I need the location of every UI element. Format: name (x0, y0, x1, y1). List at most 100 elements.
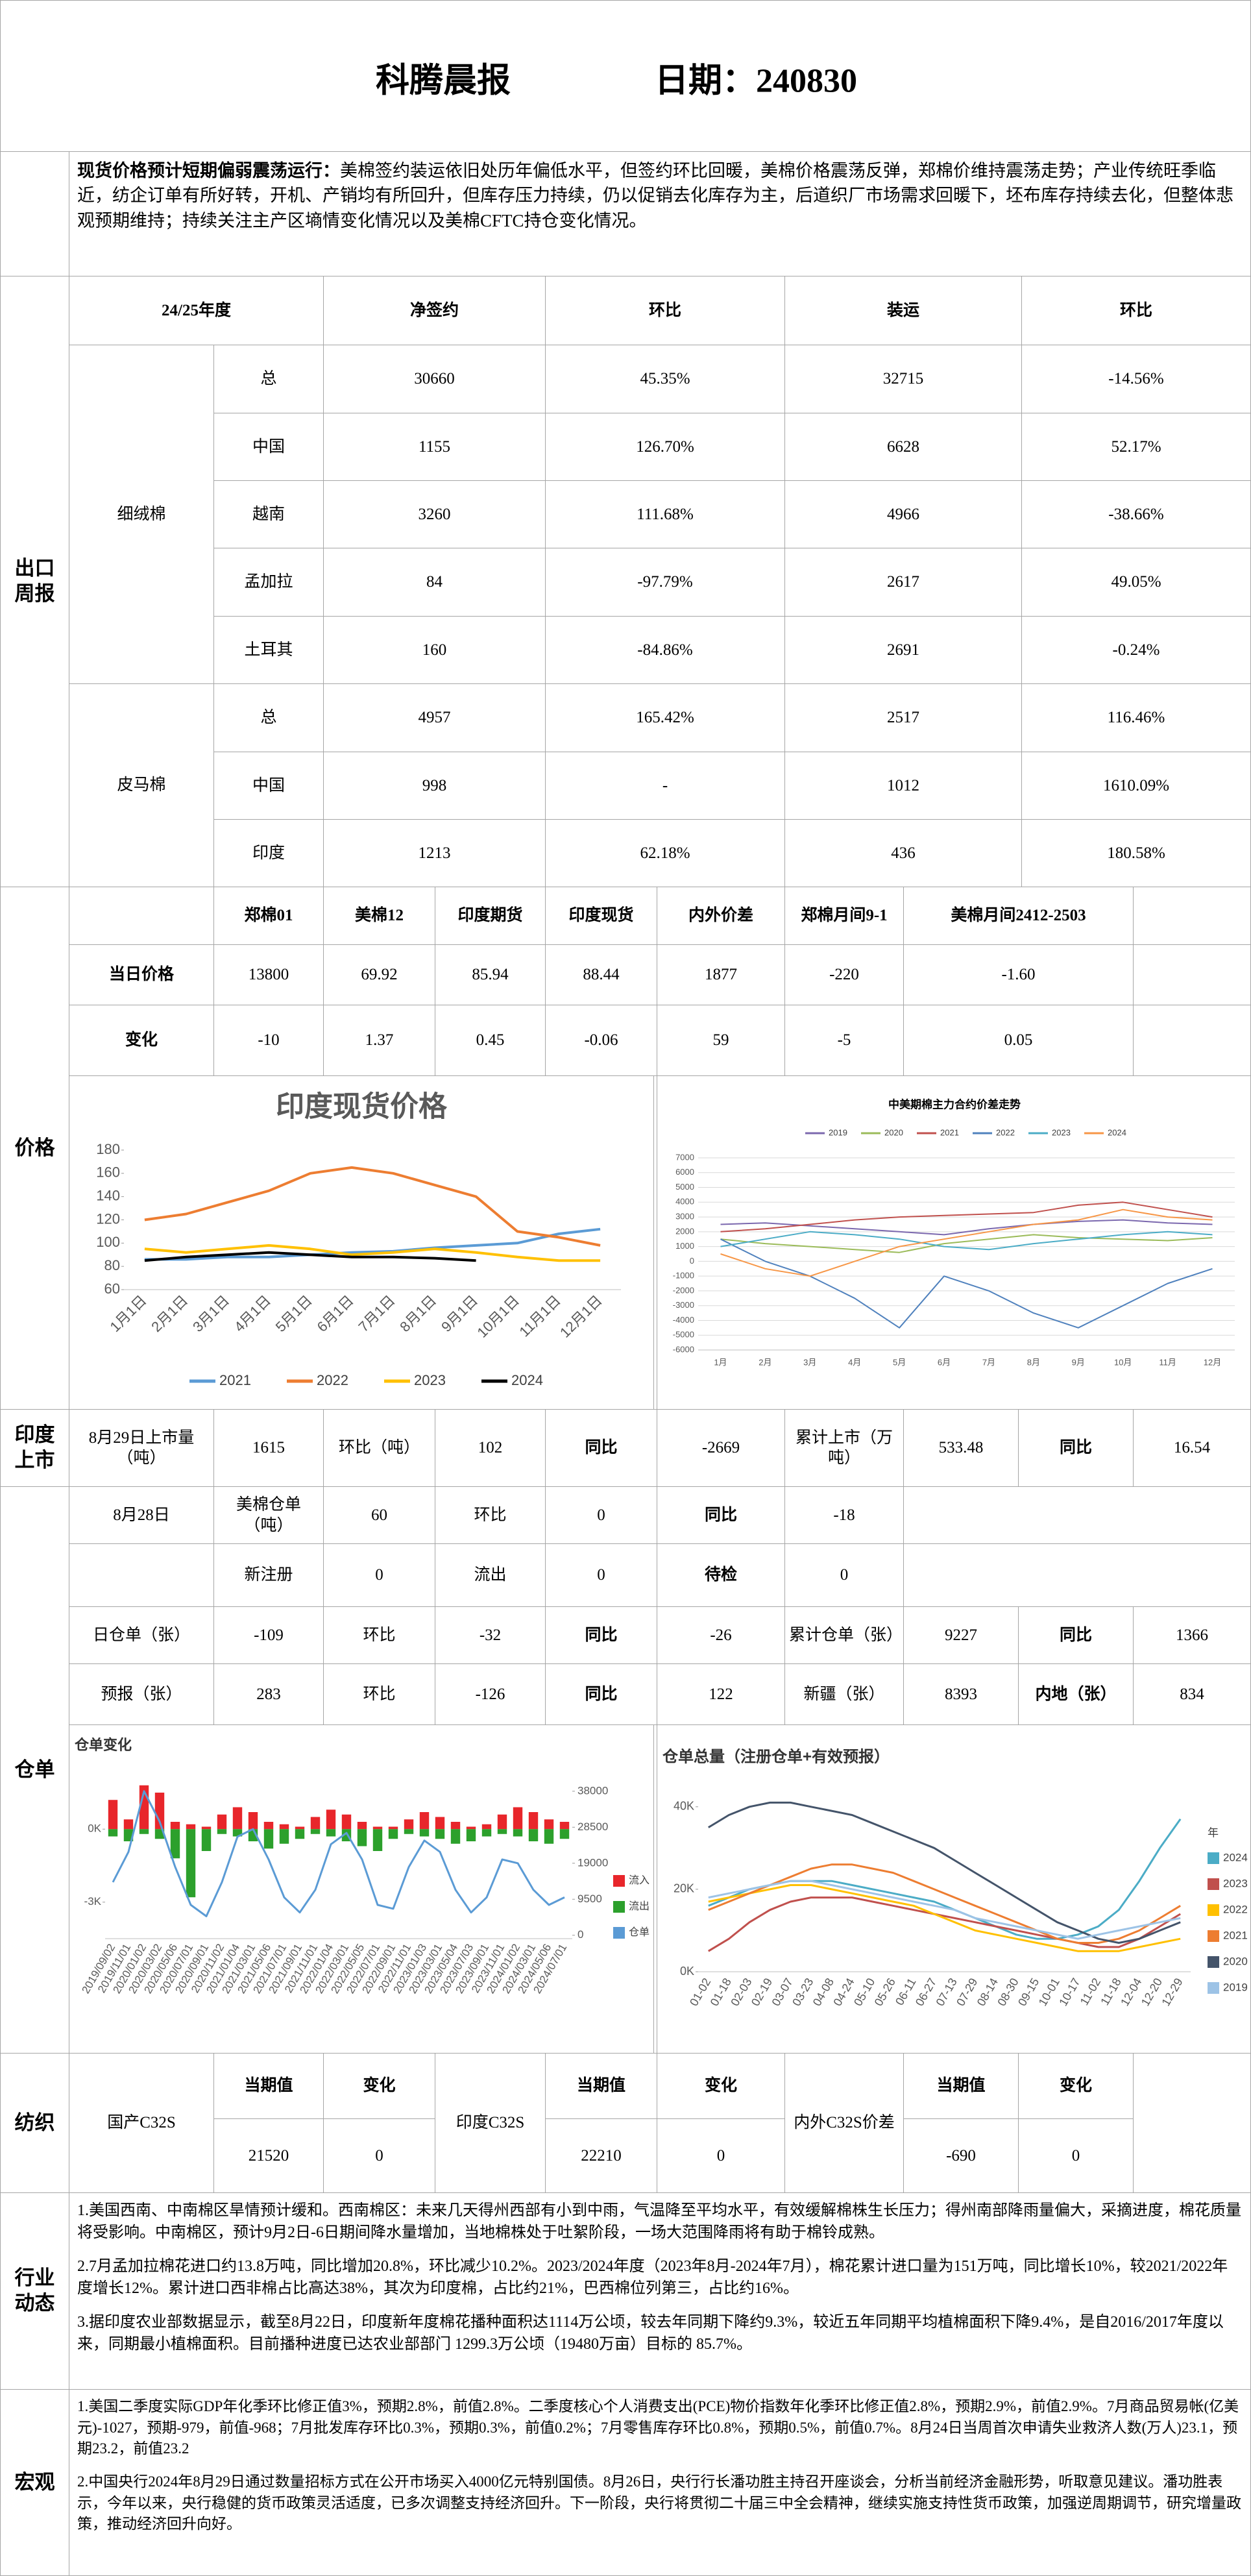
bar (481, 1829, 492, 1837)
table-cell: -97.79% (545, 548, 785, 617)
chart-frame: 仓单总量（注册仓单+有效预报） 0K 20K 40K 01-02 01-18 02-03 02… (657, 1724, 1251, 2054)
legend-swatch (1208, 1904, 1219, 1916)
table-cell: 1877 (657, 944, 785, 1005)
section-label: 价格 (0, 887, 69, 1410)
table-cell: 当日价格 (69, 944, 214, 1005)
table-cell: 新疆（张） (784, 1663, 904, 1725)
table-cell: 13800 (213, 944, 324, 1005)
bar (513, 1807, 523, 1830)
series-line (720, 1208, 1213, 1277)
table-cell: 越南 (213, 480, 324, 548)
table-cell: -220 (784, 944, 904, 1005)
table-cell: 1615 (213, 1409, 324, 1487)
x-tick-label: 2月1日 (148, 1292, 191, 1335)
section-label: 出口周报 (0, 276, 69, 887)
x-tick-label: 8月1日 (396, 1292, 439, 1335)
bar (559, 1822, 570, 1830)
y2-tick-label: 19000 (577, 1856, 608, 1869)
column-header: 环比 (1021, 276, 1251, 345)
table-cell: 85.94 (435, 944, 546, 1005)
table-cell: 84 (323, 548, 546, 617)
x-tick-label: 5月 (893, 1357, 906, 1367)
legend-label: 2024 (1108, 1127, 1126, 1137)
table-cell: -84.86% (545, 616, 785, 684)
bar (310, 1829, 321, 1834)
y-tick-label: 0K (88, 1822, 101, 1835)
series-line (708, 1863, 1181, 1944)
y2-tick-label: 9500 (577, 1893, 602, 1905)
y-tick-label: 0 (690, 1256, 694, 1266)
table-cell: 62.18% (545, 819, 785, 887)
x-tick-label: 2月 (759, 1357, 771, 1367)
y-tick-label: 7000 (675, 1152, 694, 1162)
table-cell: 内地（张） (1018, 1663, 1134, 1725)
table-cell: 预报（张） (69, 1663, 214, 1725)
bar (108, 1800, 118, 1830)
bar (404, 1819, 414, 1830)
series-line (708, 1884, 1181, 1952)
bar (513, 1829, 523, 1837)
table-cell: -109 (213, 1606, 324, 1664)
bar (326, 1809, 336, 1830)
section-text: 行业动态 (14, 2266, 55, 2314)
series-line (708, 1880, 1181, 1940)
bar (295, 1826, 305, 1830)
y2-tick-label: 38000 (577, 1784, 608, 1797)
table-cell: 102 (435, 1409, 546, 1487)
table-cell: 0.45 (435, 1005, 546, 1076)
header-text: 日期：240830 (654, 62, 858, 100)
group-label: 印度C32S (435, 2053, 546, 2193)
table-cell: 变化 (69, 1005, 214, 1076)
table-cell: 45.35% (545, 345, 785, 413)
bar (295, 1829, 305, 1839)
legend-swatch (613, 1927, 625, 1939)
empty-cell (903, 1486, 1251, 1544)
bar (201, 1829, 212, 1851)
x-tick-label: 1月 (714, 1357, 727, 1367)
table-cell: 土耳其 (213, 616, 324, 684)
bar (450, 1829, 461, 1844)
paragraph: 2.中国央行2024年8月29日通过数量招标方式在公开市场买入4000亿元特别国… (77, 2473, 1241, 2533)
table-cell: 0 (1018, 2118, 1134, 2193)
column-header: 变化 (657, 2053, 785, 2119)
bar (544, 1829, 554, 1844)
table-cell: 2617 (784, 548, 1022, 617)
bar (481, 1824, 492, 1830)
bar (123, 1829, 134, 1841)
x-tick-label: 4月 (848, 1357, 861, 1367)
bar (372, 1829, 383, 1851)
paragraph: 1.美国二季度实际GDP年化季环比修正值3%，预期2.8%，前值2.8%。二季度… (77, 2398, 1239, 2457)
legend-label: 2022 (317, 1372, 348, 1388)
bar (217, 1814, 227, 1830)
column-header: 变化 (323, 2053, 435, 2119)
table-cell: 52.17% (1021, 413, 1251, 481)
table-cell: 111.68% (545, 480, 785, 548)
table-cell: -0.06 (545, 1005, 657, 1076)
bar (404, 1829, 414, 1834)
column-header: 当期值 (213, 2053, 324, 2119)
empty-cell (903, 1543, 1251, 1607)
table-cell: -126 (435, 1663, 546, 1725)
table-cell: 88.44 (545, 944, 657, 1005)
table-cell: 0 (323, 2118, 435, 2193)
table-cell: 4966 (784, 480, 1022, 548)
table-cell: 436 (784, 819, 1022, 887)
y-tick-label: -4000 (673, 1315, 694, 1325)
x-tick-label: 4月1日 (231, 1292, 274, 1335)
table-cell: 1012 (784, 752, 1022, 820)
table-cell: 美棉仓单（吨） (213, 1486, 324, 1544)
table-cell: 0 (784, 1543, 904, 1607)
bar (357, 1822, 367, 1830)
y-tick-label: 140 (96, 1187, 120, 1203)
table-cell: 49.05% (1021, 548, 1251, 617)
legend-label: 2022 (996, 1127, 1015, 1137)
group-label: 细绒棉 (69, 345, 214, 684)
x-tick-label: 12-29 (1159, 1976, 1185, 2008)
x-tick-label: 12月1日 (557, 1292, 605, 1341)
column-header: 郑棉01 (213, 887, 324, 945)
table-cell: 30660 (323, 345, 546, 413)
x-tick-label: 6月1日 (314, 1292, 357, 1335)
table-cell: 同比 (545, 1409, 657, 1487)
legend-swatch (1208, 1878, 1219, 1890)
